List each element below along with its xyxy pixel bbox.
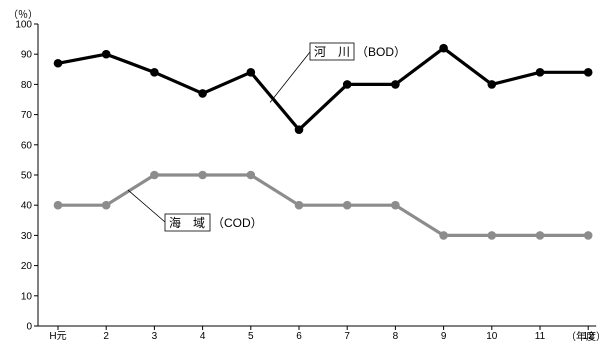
y-tick-label: 100 bbox=[15, 20, 32, 31]
data-point-river-bod bbox=[246, 68, 256, 77]
y-tick-label: 30 bbox=[21, 231, 33, 242]
y-tick-label: 20 bbox=[21, 261, 33, 272]
x-tick-label: 6 bbox=[296, 331, 302, 341]
y-tick-label: 50 bbox=[21, 171, 33, 182]
data-point-river-bod bbox=[487, 80, 497, 89]
data-point-sea-cod bbox=[198, 170, 207, 180]
x-tick-label: 5 bbox=[248, 331, 254, 341]
sea-label-leader bbox=[127, 189, 166, 223]
series-line-sea-cod bbox=[58, 173, 589, 237]
data-point-sea-cod bbox=[342, 200, 352, 210]
data-point-river-bod bbox=[150, 68, 159, 77]
y-tick-label: 90 bbox=[21, 50, 33, 61]
x-tick-label: 10 bbox=[486, 331, 498, 341]
river-label-leader bbox=[269, 51, 311, 103]
y-tick-label: 70 bbox=[21, 110, 33, 121]
x-tick-label: 12 bbox=[583, 331, 595, 341]
x-tick-label: 3 bbox=[152, 331, 158, 341]
data-point-river-bod bbox=[391, 80, 400, 89]
series-line-river-bod bbox=[57, 46, 589, 132]
data-point-river-bod bbox=[198, 89, 207, 98]
x-unit-label: （年度） bbox=[566, 330, 606, 341]
data-point-river-bod bbox=[439, 43, 448, 53]
data-point-river-bod bbox=[342, 80, 352, 89]
y-tick-label: 40 bbox=[21, 201, 33, 212]
river-label-box bbox=[309, 42, 355, 61]
y-tick-label: 0 bbox=[26, 322, 32, 333]
data-point-river-bod bbox=[294, 125, 304, 134]
series-layer bbox=[53, 43, 593, 240]
data-point-sea-cod bbox=[535, 231, 545, 240]
data-point-river-bod bbox=[583, 68, 593, 77]
sea-label-name: 海 域 bbox=[169, 215, 205, 230]
y-tick-label: 60 bbox=[21, 140, 33, 151]
x-tick-label: 7 bbox=[344, 331, 350, 341]
x-tick-label: 4 bbox=[200, 331, 206, 341]
data-point-river-bod bbox=[535, 68, 545, 77]
y-tick-label: 10 bbox=[21, 291, 33, 302]
river-label-suffix: （BOD） bbox=[356, 45, 406, 59]
x-tick-label: 8 bbox=[393, 331, 399, 341]
data-point-sea-cod bbox=[53, 200, 63, 210]
data-point-sea-cod bbox=[487, 231, 497, 240]
data-point-river-bod bbox=[53, 58, 63, 68]
sea-label-suffix: （COD） bbox=[212, 216, 263, 230]
x-tick-label: 2 bbox=[103, 331, 109, 341]
x-tick-label: H元 bbox=[49, 331, 66, 341]
data-point-sea-cod bbox=[439, 231, 448, 240]
river-label-name: 河 川 bbox=[314, 45, 350, 59]
data-point-sea-cod bbox=[246, 170, 256, 180]
y-tick-label: 80 bbox=[21, 80, 33, 91]
data-point-sea-cod bbox=[391, 200, 400, 210]
data-point-sea-cod bbox=[294, 200, 304, 210]
data-point-sea-cod bbox=[150, 170, 159, 180]
series-labels: 河 川 （BOD） 海 域 （COD） bbox=[127, 42, 406, 232]
data-point-sea-cod bbox=[101, 200, 111, 210]
x-tick-label: 9 bbox=[441, 331, 447, 341]
chart-axes: 0 10 20 30 40 50 60 70 80 90 100 H元 2 3 4 5 6 7 8 9 10 11 12 bbox=[15, 20, 597, 341]
y-unit-label: （％） bbox=[8, 9, 38, 21]
data-point-sea-cod bbox=[583, 231, 593, 240]
data-point-river-bod bbox=[101, 49, 111, 59]
x-tick-label: 11 bbox=[535, 331, 546, 341]
sea-label-box bbox=[164, 213, 211, 232]
